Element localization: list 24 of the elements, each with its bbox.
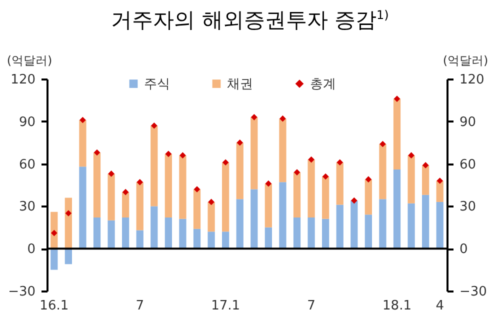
x-tick-label: 18.1	[382, 298, 412, 314]
y2-axis-title: (억달러)	[442, 54, 488, 68]
x-tick-label: 7	[136, 298, 144, 314]
y-axis-title: (억달러)	[6, 54, 52, 68]
y2-tick-label: 90	[460, 114, 476, 130]
y-tick-label: 120	[10, 72, 36, 88]
y2-tick-label: 60	[460, 157, 476, 172]
y-tick-label: 0	[27, 242, 36, 258]
y2-tick-label: −30	[460, 284, 487, 300]
y-tick-label: −30	[8, 284, 36, 300]
y-tick-label: 30	[18, 200, 36, 215]
x-tick-label: 4	[436, 298, 444, 314]
y-tick-label: 60	[18, 157, 36, 172]
x-tick-label: 16.1	[40, 298, 69, 314]
x-tick-label: 7	[307, 298, 316, 314]
y2-tick-label: 0	[460, 242, 468, 258]
x-tick-label: 17.1	[211, 298, 240, 314]
y2-tick-label: 120	[460, 72, 484, 88]
y2-tick-label: 30	[460, 200, 476, 215]
legend-label: 채권	[227, 76, 253, 92]
chart-title: 거주자의 해외증권투자 증감$^{1)}$	[110, 7, 390, 32]
y-tick-label: 90	[18, 114, 36, 130]
legend-label: 주식	[144, 76, 170, 92]
legend-label: 총계	[310, 76, 336, 92]
